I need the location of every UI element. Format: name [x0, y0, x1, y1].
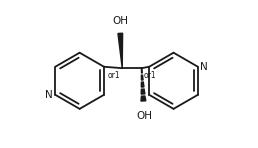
Text: N: N: [45, 90, 53, 100]
Text: OH: OH: [113, 16, 129, 26]
Polygon shape: [141, 75, 143, 80]
Text: N: N: [200, 62, 208, 72]
Text: or1: or1: [107, 71, 120, 80]
Polygon shape: [141, 68, 142, 73]
Text: or1: or1: [144, 71, 157, 80]
Text: OH: OH: [136, 111, 152, 121]
Polygon shape: [141, 89, 145, 94]
Polygon shape: [141, 96, 146, 101]
Polygon shape: [118, 33, 123, 68]
Polygon shape: [141, 82, 144, 87]
